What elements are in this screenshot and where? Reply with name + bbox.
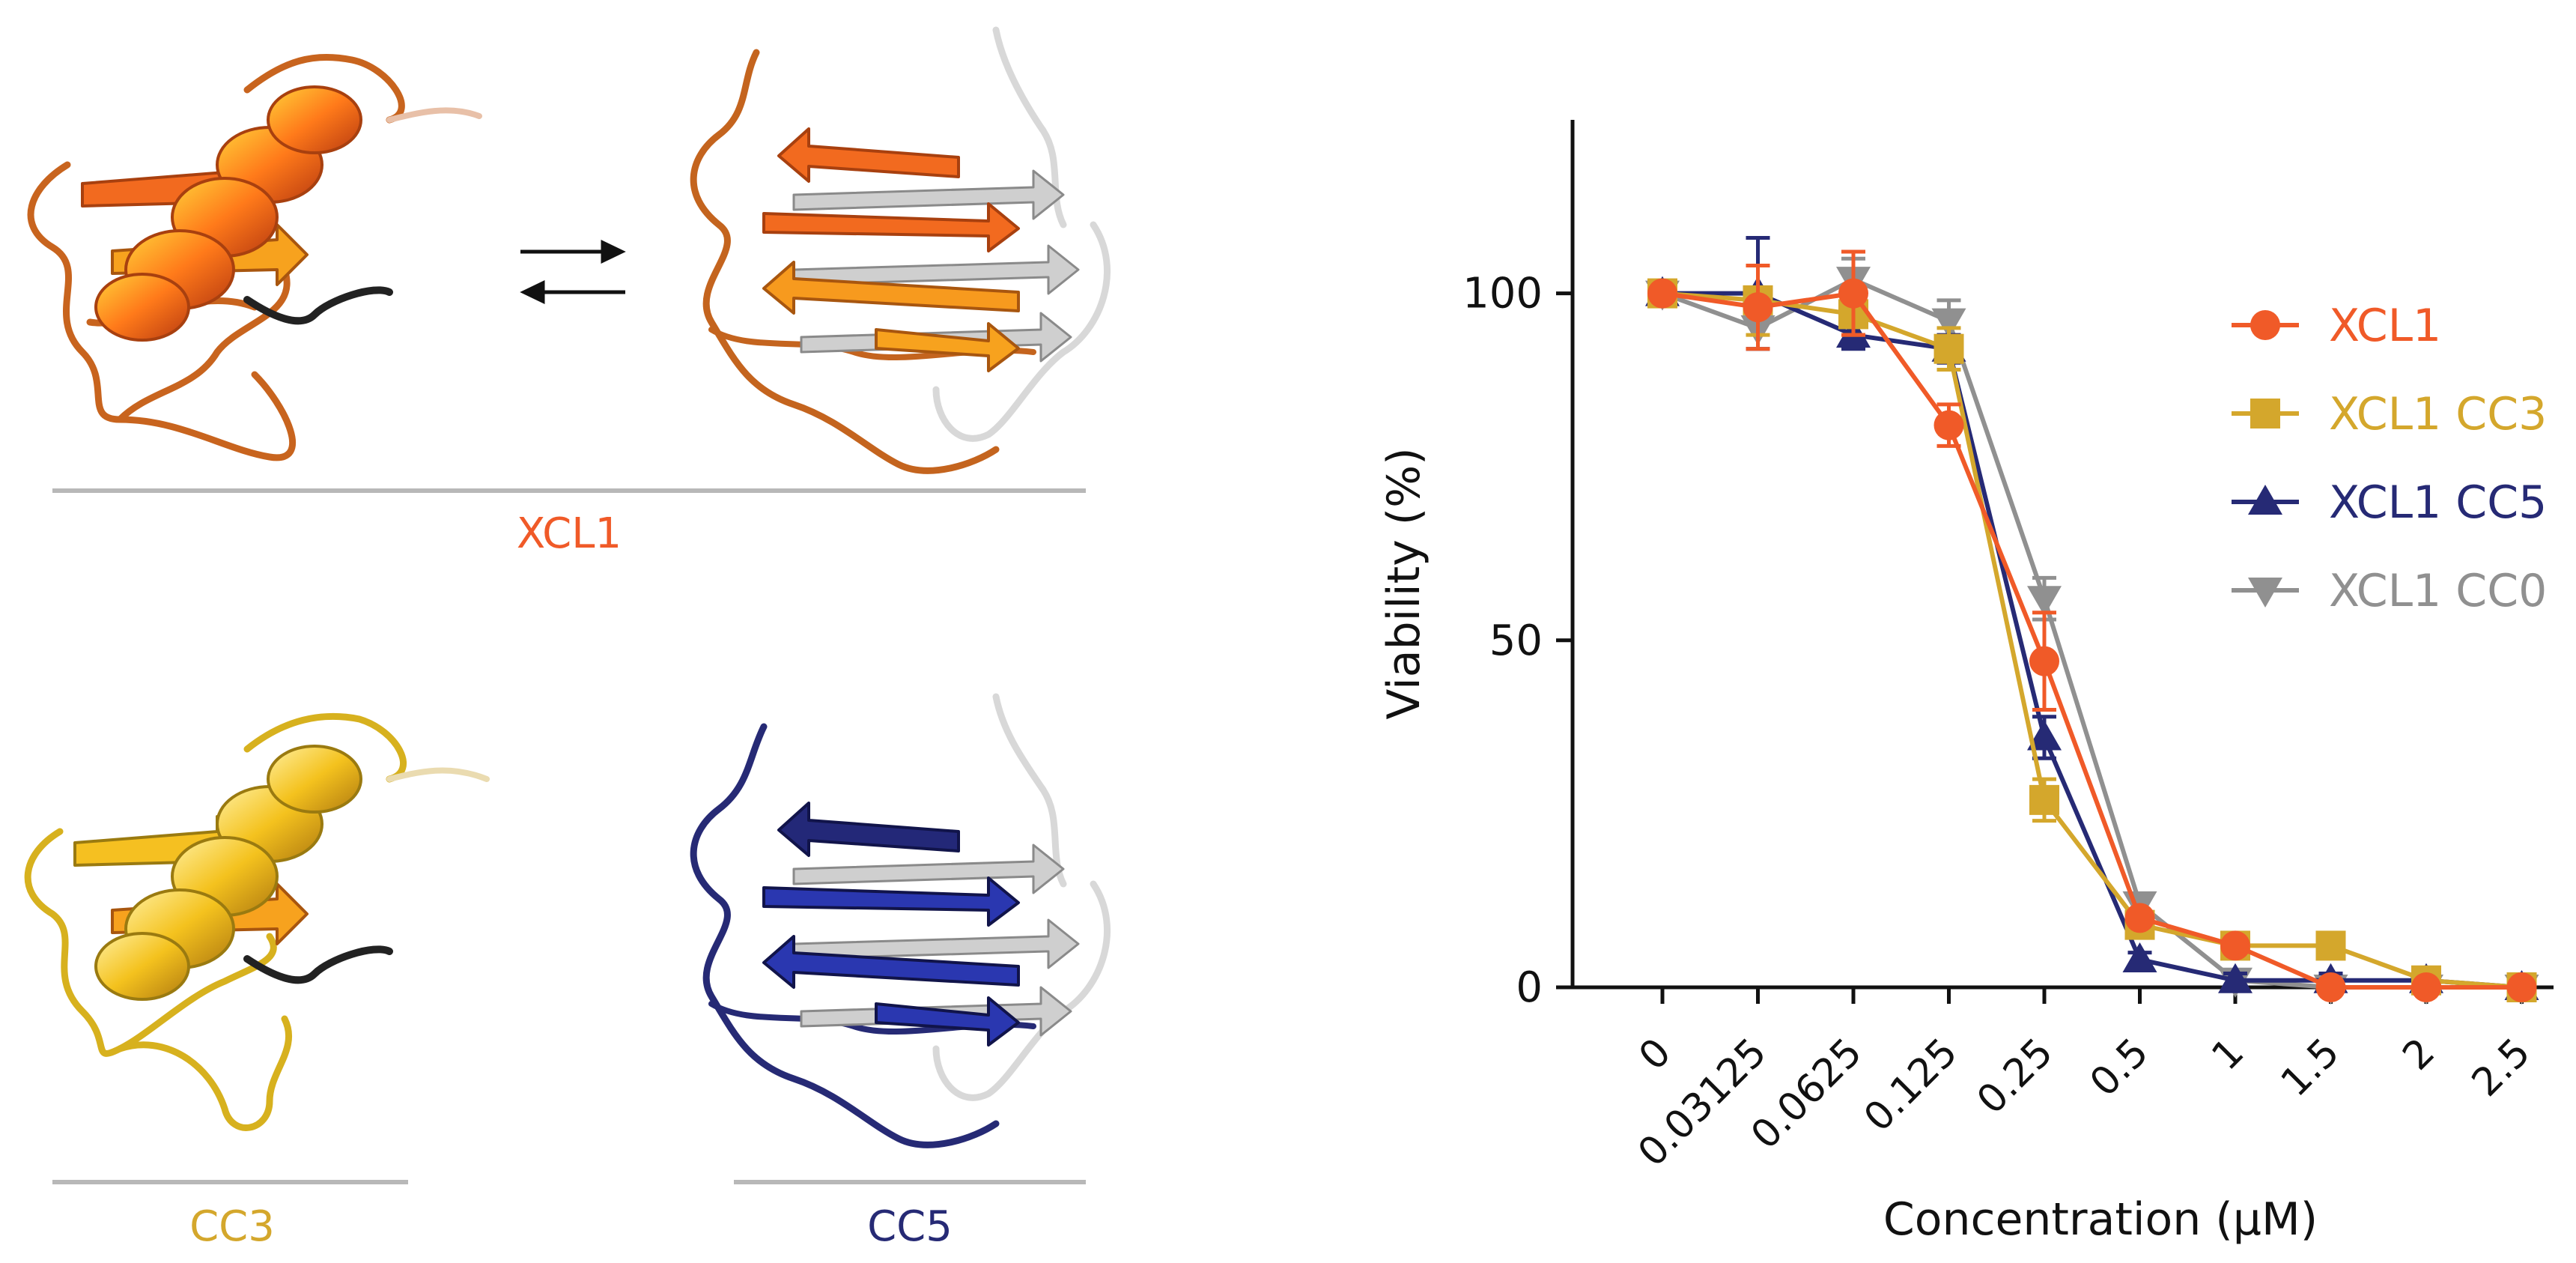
data-point-xcl1-cc3 — [2315, 930, 2346, 961]
legend-item-xcl1-cc5: XCL1 CC5 — [2232, 476, 2547, 529]
data-point-xcl1-cc5 — [2027, 720, 2062, 751]
data-point-xcl1 — [2411, 972, 2441, 1002]
series-xcl1 — [1647, 249, 2537, 1002]
x-tick-label: 1.5 — [2273, 1030, 2348, 1106]
x-tick-label: 2 — [2394, 1030, 2443, 1079]
y-axis-title: Viability (%) — [1378, 447, 1430, 719]
x-tick-label: 2.5 — [2464, 1030, 2539, 1106]
xcl1-panel-label: XCL1 — [516, 509, 622, 558]
x-tick-label: 1 — [2203, 1030, 2253, 1079]
series-line-xcl1-cc0 — [1661, 277, 2522, 990]
cc5-beta-sandwich-structure — [690, 693, 1111, 1148]
data-point-xcl1-cc0 — [1931, 308, 1966, 339]
x-tick-label: 0.5 — [2082, 1030, 2157, 1106]
data-point-xcl1-cc3 — [2029, 784, 2059, 815]
series-line-xcl1-cc3 — [1662, 291, 2522, 990]
x-tick-label: 0.125 — [1856, 1030, 1966, 1141]
data-point-xcl1 — [2124, 903, 2155, 933]
series-xcl1-cc3 — [1647, 264, 2537, 1002]
legend-marker-xcl1-cc3 — [2250, 399, 2280, 428]
x-tick-label: 0.25 — [1969, 1030, 2062, 1123]
legend-label-xcl1: XCL1 — [2329, 300, 2441, 352]
legend-item-xcl1: XCL1 — [2232, 300, 2441, 352]
chart-marks — [1645, 235, 2539, 1005]
data-point-xcl1 — [2506, 972, 2537, 1002]
legend-item-xcl1-cc3: XCL1 CC3 — [2232, 388, 2547, 440]
y-tick-label: 0 — [1516, 963, 1543, 1012]
data-point-xcl1-cc0 — [2027, 586, 2062, 617]
cc5-panel-label: CC5 — [867, 1202, 953, 1251]
legend-marker-xcl1 — [2250, 310, 2280, 340]
series-line-xcl1-cc5 — [1662, 291, 2522, 990]
equilibrium-arrows-icon — [520, 240, 626, 304]
legend-label-xcl1-cc0: XCL1 CC0 — [2329, 565, 2547, 617]
protein-structures — [24, 26, 1111, 1184]
xcl1-chemokine-fold-structure — [27, 53, 482, 461]
data-point-xcl1-cc5 — [2122, 942, 2157, 972]
data-point-xcl1 — [2220, 930, 2250, 961]
x-axis-title: Concentration (μM) — [1883, 1193, 2318, 1246]
data-point-xcl1 — [1933, 410, 1964, 440]
legend-marker-xcl1-cc0 — [2248, 578, 2282, 608]
data-point-xcl1 — [2029, 646, 2059, 676]
y-tick-label: 100 — [1462, 270, 1543, 318]
legend-marker-xcl1-cc5 — [2248, 485, 2282, 515]
series-xcl1-cc5 — [1645, 235, 2539, 1000]
legend-item-xcl1-cc0: XCL1 CC0 — [2232, 565, 2547, 617]
y-tick-label: 50 — [1489, 617, 1543, 665]
data-point-xcl1 — [1838, 278, 1868, 309]
legend-label-xcl1-cc5: XCL1 CC5 — [2329, 476, 2547, 529]
series-line-xcl1 — [1662, 291, 2522, 990]
data-point-xcl1 — [1647, 278, 1677, 309]
cc3-chemokine-fold-structure — [24, 712, 490, 1131]
data-point-xcl1 — [1743, 292, 1773, 323]
data-point-xcl1 — [2315, 972, 2346, 1002]
xcl1-beta-sandwich-structure — [690, 26, 1111, 474]
chart-legend: XCL1 XCL1 CC3 XCL1 CC5 XCL1 CC0 — [2232, 300, 2547, 617]
cc3-panel-label: CC3 — [189, 1202, 275, 1251]
legend-label-xcl1-cc3: XCL1 CC3 — [2329, 388, 2547, 440]
data-point-xcl1-cc3 — [1933, 333, 1964, 364]
data-point-xcl1-cc5 — [2218, 963, 2253, 993]
series-xcl1-cc0 — [1645, 256, 2539, 1005]
x-tick-label: 0 — [1630, 1030, 1680, 1079]
